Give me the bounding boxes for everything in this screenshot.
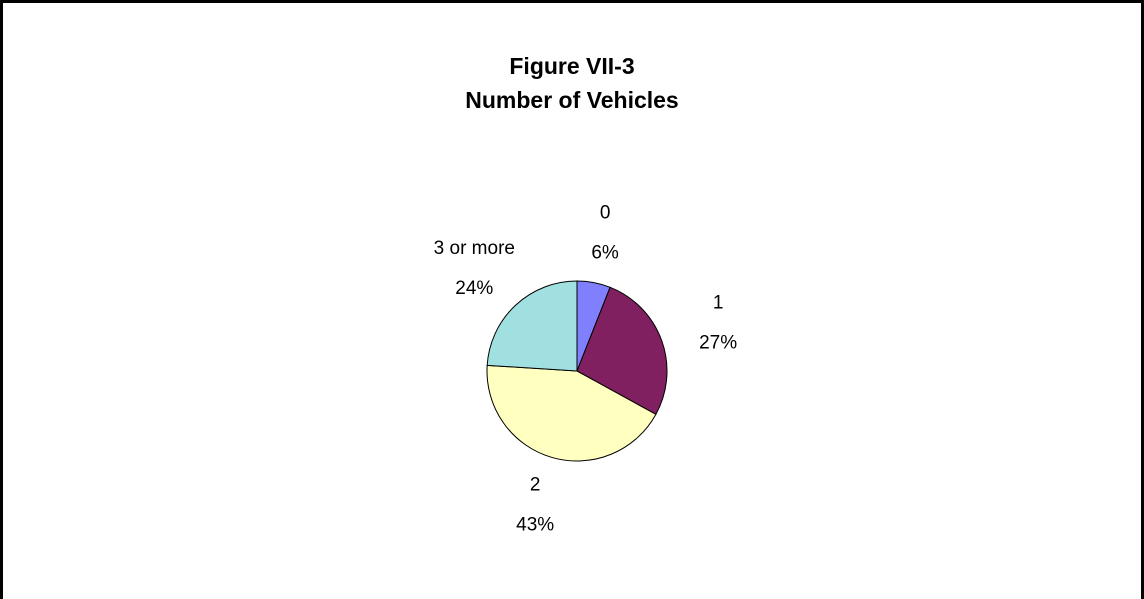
chart-subtitle: Number of Vehicles	[465, 87, 678, 113]
slice-value-label: 24%	[455, 278, 493, 299]
slice-value-label: 6%	[591, 242, 619, 263]
pie-slice	[486, 280, 578, 372]
slice-category-label: 2	[530, 474, 541, 495]
pie-slice	[576, 286, 668, 416]
slice-category-label: 0	[600, 202, 611, 223]
pie-slice	[486, 364, 657, 462]
chart-title: Figure VII-3	[509, 53, 634, 79]
slice-value-label: 43%	[516, 514, 554, 535]
slice-category-label: 1	[713, 293, 724, 314]
slice-category-label: 3 or more	[434, 238, 515, 259]
slice-value-label: 27%	[699, 333, 737, 354]
